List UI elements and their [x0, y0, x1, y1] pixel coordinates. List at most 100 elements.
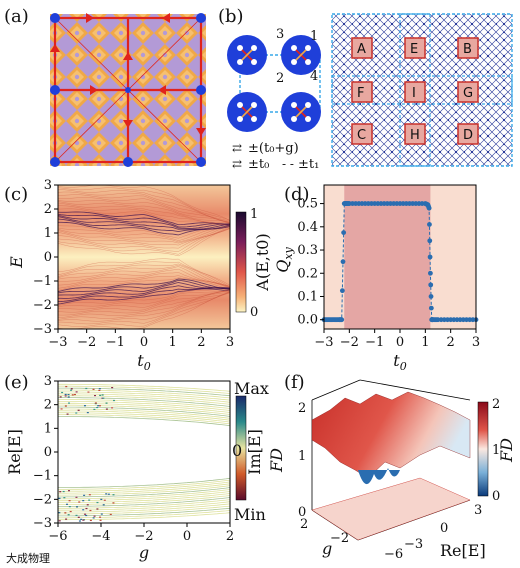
chart-c-xtick-label: 1	[169, 335, 177, 350]
legend-hop2: ±t₀	[248, 157, 269, 172]
complex-eigenvalue-mark	[111, 407, 113, 408]
chart-d-ytick-label: 0.5	[297, 197, 318, 212]
chart-d-xtick-label: 0	[396, 335, 404, 350]
chart-c-ytick-label: −1	[33, 274, 52, 289]
chart-d-ytick-label: 0.2	[297, 266, 318, 281]
region-label-I: I	[412, 86, 416, 101]
chart-d-ytick-label: 0.3	[297, 243, 318, 258]
complex-eigenvalue-mark	[75, 497, 77, 498]
complex-eigenvalue-mark	[100, 520, 102, 521]
complex-eigenvalue-mark	[100, 499, 102, 500]
chart-d: −3 −2 −1 0 1 2 30.50.40.30.20.10.0 t0 Qxy	[273, 185, 480, 373]
legend-arrow-red-icon: ⇄	[232, 141, 242, 155]
complex-eigenvalue-mark	[99, 388, 101, 389]
legend-hop1: ±(t₀+g)	[248, 141, 299, 156]
complex-eigenvalue-mark	[96, 502, 98, 503]
complex-eigenvalue-mark	[65, 395, 67, 396]
chart-e-xtick-label: −4	[91, 529, 110, 544]
chart-f-xlabel: g	[322, 539, 332, 558]
complex-eigenvalue-mark	[113, 494, 115, 495]
qxy-point	[428, 255, 433, 260]
complex-eigenvalue-mark	[68, 394, 70, 395]
complex-eigenvalue-mark	[67, 414, 69, 415]
chart-f-cbar-tick-2: 2	[492, 397, 500, 412]
complex-eigenvalue-mark	[99, 395, 101, 396]
chart-e-cbar-tick-max: Max	[234, 379, 269, 398]
complex-eigenvalue-mark	[82, 520, 84, 521]
chart-f-colorbar	[478, 402, 488, 496]
chart-c-ytick-label: −3	[33, 322, 52, 337]
chart-d-xtick-label: 1	[421, 335, 429, 350]
complex-eigenvalue-mark	[88, 500, 90, 501]
region-label-G: G	[463, 86, 473, 101]
chart-e-ytick-label: 3	[44, 374, 52, 389]
complex-eigenvalue-mark	[102, 398, 104, 399]
complex-eigenvalue-mark	[59, 491, 61, 492]
chart-e-xtick-label: 0	[183, 529, 191, 544]
chart-d-ylabel: Qxy	[273, 246, 295, 272]
complex-eigenvalue-mark	[85, 515, 87, 516]
complex-eigenvalue-mark	[65, 405, 67, 406]
complex-eigenvalue-mark	[78, 410, 80, 411]
chart-d-ytick-label: 0.0	[297, 313, 318, 328]
complex-eigenvalue-mark	[75, 515, 77, 516]
chart-e: −6 −4 −2 0 2 3 2 1 0 −1 −2 −3 g Re[E] Max 0 Min Im[…	[5, 374, 269, 562]
complex-eigenvalue-mark	[68, 403, 70, 404]
complex-eigenvalue-mark	[87, 391, 89, 392]
region-label-C: C	[357, 128, 366, 143]
chart-e-cbar-tick-zero: 0	[232, 441, 242, 460]
site-number-1: 1	[310, 29, 318, 44]
site-number-3: 3	[276, 27, 284, 42]
panel-label-a: (a)	[4, 6, 29, 27]
chart-e-cbar-tick-min: Min	[234, 505, 266, 524]
complex-eigenvalue-mark	[95, 402, 97, 403]
chart-e-ytick-label: 0	[44, 445, 52, 460]
panel-label-e: (e)	[4, 372, 29, 393]
chart-e-ytick-label: 1	[44, 421, 52, 436]
chart-f-xtick-m6: −6	[384, 547, 403, 562]
complex-eigenvalue-mark	[83, 495, 85, 496]
region-label-E: E	[410, 42, 418, 57]
unit-cell-sites	[227, 35, 321, 132]
complex-eigenvalue-mark	[74, 394, 76, 395]
chart-c-ytick-label: 1	[44, 226, 52, 241]
complex-eigenvalue-mark	[103, 504, 105, 505]
complex-eigenvalue-mark	[87, 504, 89, 505]
complex-eigenvalue-mark	[78, 501, 80, 502]
chart-c-xtick-label: −3	[48, 335, 67, 350]
complex-eigenvalue-mark	[85, 508, 87, 509]
qxy-point	[340, 288, 345, 293]
region-label-H: H	[410, 128, 420, 143]
qxy-point	[428, 282, 433, 287]
chart-f-zlabel: FD	[267, 448, 286, 473]
panel-b-lattice: A E B F I G C H D	[332, 14, 512, 166]
chart-e-ytick-label: −3	[33, 516, 52, 531]
chart-c-colorbar	[236, 212, 246, 312]
complex-eigenvalue-mark	[96, 508, 98, 509]
chart-c-cbar-tick-bottom: 0	[250, 305, 258, 320]
chart-d-ytick-label: 0.1	[297, 289, 318, 304]
legend-arrow-orange-icon: ⇄	[232, 157, 242, 171]
complex-eigenvalue-mark	[108, 494, 110, 495]
chart-e-xtick-label: −2	[134, 529, 153, 544]
complex-eigenvalue-mark	[76, 506, 78, 507]
complex-eigenvalue-mark	[82, 509, 84, 510]
chart-c: −3 −2 −1 0 1 2 33210−1−2−3 t0 E 1 0 A(E,t0)	[7, 178, 272, 373]
chart-c-xtick-label: −1	[106, 335, 125, 350]
complex-eigenvalue-mark	[79, 520, 81, 521]
complex-eigenvalue-mark	[75, 412, 77, 413]
site-number-4: 4	[310, 69, 318, 84]
watermark: 大成物理	[6, 551, 50, 565]
complex-eigenvalue-mark	[70, 390, 72, 391]
chart-f-ztick-2: 2	[298, 401, 306, 416]
region-label-B: B	[463, 42, 472, 57]
complex-eigenvalue-mark	[99, 517, 101, 518]
complex-eigenvalue-mark	[78, 517, 80, 518]
chart-f-ztick-1: 1	[298, 449, 306, 464]
region-label-D: D	[463, 128, 473, 143]
chart-e-background	[58, 381, 230, 523]
chart-d-xtick-label: 3	[472, 335, 480, 350]
chart-c-ytick-label: 2	[44, 202, 52, 217]
complex-eigenvalue-mark	[84, 514, 86, 515]
